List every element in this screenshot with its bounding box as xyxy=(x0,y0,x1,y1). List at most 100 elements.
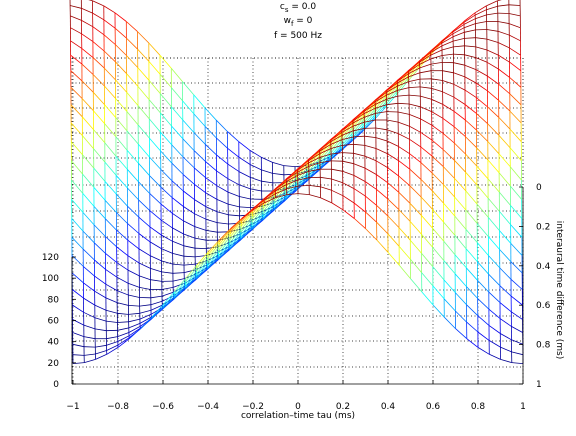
mesh-row-segment xyxy=(115,45,126,56)
mesh-row-segment xyxy=(94,260,105,270)
mesh-row-segment xyxy=(72,219,83,232)
mesh-row-segment xyxy=(433,305,444,317)
mesh-row-segment xyxy=(509,5,520,6)
mesh-row-segment xyxy=(139,276,150,280)
mesh-row-segment xyxy=(500,334,511,340)
mesh-row-segment xyxy=(354,164,365,168)
mesh-row-segment xyxy=(399,192,410,203)
mesh-row-segment xyxy=(432,156,443,167)
title-line-3: f = 500 Hz xyxy=(274,31,322,41)
mesh-row-segment xyxy=(321,198,332,203)
mesh-row-segment xyxy=(431,62,442,64)
mesh-row-segment xyxy=(511,205,522,218)
mesh-row-segment xyxy=(129,319,140,322)
mesh-row-segment xyxy=(443,133,454,143)
mesh-row-segment xyxy=(140,305,151,306)
mesh-row-segment xyxy=(488,179,499,192)
mesh-row-segment xyxy=(160,113,171,126)
mesh-row-segment xyxy=(488,160,499,173)
mesh-row-segment xyxy=(421,234,432,247)
mesh-row-segment xyxy=(70,16,81,21)
mesh-row-segment xyxy=(139,234,150,242)
x-tick-label: 0.8 xyxy=(471,402,486,412)
mesh-row-segment xyxy=(409,114,420,119)
mesh-row-segment xyxy=(106,269,117,277)
mesh-row-segment xyxy=(183,207,194,214)
mesh-row-segment xyxy=(160,94,171,107)
mesh-row-segment xyxy=(205,126,216,138)
mesh-row-segment xyxy=(489,325,500,333)
mesh-row-segment xyxy=(432,173,443,185)
mesh-row-segment xyxy=(421,163,432,173)
mesh-row-segment xyxy=(510,148,521,161)
mesh-row-segment xyxy=(477,223,488,236)
mesh-row-segment xyxy=(128,206,139,217)
mesh-row-segment xyxy=(442,71,453,73)
mesh-row-segment xyxy=(509,48,520,55)
mesh-row-segment xyxy=(466,229,477,242)
mesh-row-segment xyxy=(194,151,205,162)
mesh-row-segment xyxy=(104,35,115,45)
mesh-row-segment xyxy=(138,49,149,61)
mesh-row-segment xyxy=(94,130,105,143)
mesh-row-segment xyxy=(454,97,465,104)
mesh-row-segment xyxy=(331,169,342,171)
mesh-row-segment xyxy=(510,129,521,142)
mesh-row-segment xyxy=(467,305,478,316)
mesh-row-segment xyxy=(398,95,409,96)
mesh-row-segment xyxy=(509,24,520,28)
mesh-row-segment xyxy=(195,214,206,219)
mesh-row-segment xyxy=(432,125,443,133)
mesh-row-segment xyxy=(205,144,216,155)
mesh-row-segment xyxy=(420,96,431,99)
mesh-row-segment xyxy=(150,227,161,235)
mesh-row-segment xyxy=(512,363,523,364)
mesh-row-segment xyxy=(82,81,93,92)
mesh-row-segment xyxy=(239,185,250,189)
mesh-row-segment xyxy=(354,219,365,229)
mesh-row-segment xyxy=(183,174,194,184)
mesh-row-segment xyxy=(217,199,228,204)
mesh-row-segment xyxy=(151,301,162,304)
mesh-row-segment xyxy=(399,265,410,278)
mesh-row-segment xyxy=(354,175,365,181)
mesh-row-segment xyxy=(354,153,365,156)
mesh-row-segment xyxy=(183,101,194,114)
mesh-row-segment xyxy=(443,92,454,97)
mesh-row-segment xyxy=(228,164,239,172)
mesh-row-segment xyxy=(500,231,511,244)
title-line-2: wf = 0 xyxy=(284,16,313,28)
mesh-row-segment xyxy=(476,113,487,123)
mesh-row-segment xyxy=(499,84,510,94)
mesh-row-segment xyxy=(104,6,115,13)
mesh-row-segment xyxy=(409,104,420,107)
mesh-row-segment xyxy=(228,215,239,216)
mesh-row-segment xyxy=(410,203,421,215)
mesh-row-segment xyxy=(127,169,138,182)
itd-tick-label: 0.6 xyxy=(536,301,551,311)
mesh-row-segment xyxy=(388,199,399,210)
mesh-row-segment xyxy=(94,187,105,200)
mesh-row-segment xyxy=(160,74,171,87)
mesh-row-segment xyxy=(73,355,84,356)
mesh-row-segment xyxy=(107,342,118,346)
mesh-row-segment xyxy=(500,268,511,279)
mesh-row-segment xyxy=(409,87,420,88)
mesh-row-segment xyxy=(365,145,376,148)
mesh-row-segment xyxy=(93,42,104,51)
mesh-row-segment xyxy=(195,227,206,231)
mesh-row-segment xyxy=(149,100,160,113)
mesh-row-segment xyxy=(206,193,217,200)
mesh-row-segment xyxy=(410,259,421,272)
mesh-row-segment xyxy=(239,142,250,151)
mesh-row-segment xyxy=(309,185,320,186)
mesh-row-segment xyxy=(365,168,376,174)
mesh-row-segment xyxy=(116,80,127,93)
mesh-row-segment xyxy=(107,345,118,350)
mesh-row-segment xyxy=(409,79,420,82)
mesh-row-segment xyxy=(150,256,161,261)
mesh-row-segment xyxy=(377,222,388,234)
mesh-row-segment xyxy=(150,242,161,249)
mesh-row-segment xyxy=(443,118,454,126)
mesh-row-segment xyxy=(217,212,228,215)
